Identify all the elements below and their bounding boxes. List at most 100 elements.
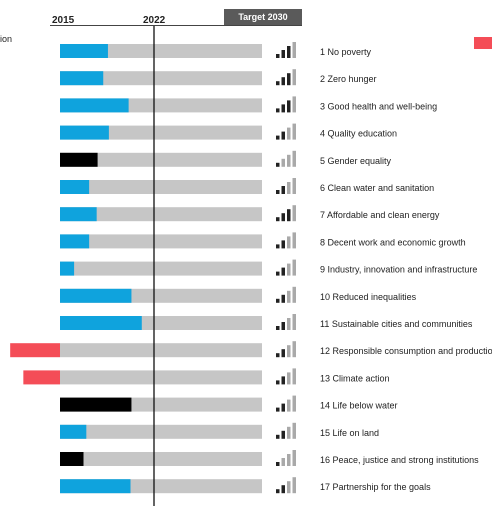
signal-icon-bar [287, 182, 291, 194]
signal-icon-bar [292, 314, 296, 330]
signal-icon-bar [287, 100, 291, 113]
progress-bar [60, 180, 90, 194]
signal-icon-bar [276, 353, 280, 358]
signal-icon-bar [287, 236, 291, 249]
signal-icon-bar [281, 50, 285, 58]
progress-bar [60, 397, 132, 412]
signal-icon-bar [276, 54, 280, 58]
progress-bar [60, 207, 97, 222]
signal-icon-bar [276, 434, 280, 439]
signal-icon-bar [292, 178, 296, 194]
progress-bar [60, 152, 98, 167]
signal-icon-bar [281, 485, 285, 494]
goal-label: 12 Responsible consumption and productio… [320, 346, 492, 356]
signal-icon-bar [281, 376, 285, 385]
progress-bar [60, 44, 108, 58]
signal-icon-bar [287, 481, 291, 494]
signal-icon-bar [281, 267, 285, 276]
signal-icon-bar [281, 349, 285, 358]
signal-icon-bar [281, 403, 285, 412]
track-bar [60, 71, 262, 86]
goal-label: 2 Zero hunger [320, 74, 377, 84]
goal-label: 17 Partnership for the goals [320, 482, 431, 492]
goal-label: 15 Life on land [320, 428, 379, 438]
goal-label: 14 Life below water [320, 401, 398, 411]
signal-icon-bar [281, 294, 285, 303]
signal-icon-bar [287, 290, 291, 303]
signal-icon-bar [292, 150, 296, 167]
progress-bar [60, 71, 104, 86]
track-bar [60, 452, 262, 466]
target-2030-label: Target 2030 [224, 9, 302, 26]
signal-icon-bar [276, 462, 280, 466]
progress-bar [60, 234, 90, 249]
signal-icon-bar [287, 318, 291, 330]
signal-icon-bar [276, 162, 280, 167]
goal-label: 10 Reduced inequalities [320, 292, 417, 302]
signal-icon-bar [276, 108, 280, 113]
signal-icon-bar [292, 205, 296, 222]
signal-icon-bar [292, 42, 296, 58]
progress-bar [60, 261, 75, 276]
signal-icon-bar [276, 244, 280, 249]
truncated-legend-text: ion [0, 34, 13, 44]
progress-bar [60, 98, 129, 113]
goal-label: 16 Peace, justice and strong institution… [320, 455, 479, 465]
signal-icon-bar [281, 240, 285, 249]
goal-label: 5 Gender equality [320, 156, 392, 166]
signal-icon-bar [276, 135, 280, 140]
track-bar [60, 44, 262, 58]
signal-icon-bar [292, 69, 296, 86]
signal-icon-bar [276, 217, 280, 222]
goal-label: 4 Quality education [320, 129, 397, 139]
signal-icon-bar [287, 73, 291, 86]
signal-icon-bar [281, 104, 285, 113]
signal-icon-bar [281, 430, 285, 439]
progress-bar [23, 370, 60, 385]
goal-label: 8 Decent work and economic growth [320, 237, 466, 247]
progress-bar [10, 343, 60, 358]
signal-icon-bar [292, 123, 296, 140]
progress-bar [60, 479, 131, 494]
progress-bar [60, 125, 109, 140]
signal-icon-bar [292, 368, 296, 385]
signal-icon-bar [287, 46, 291, 58]
goal-label: 9 Industry, innovation and infrastructur… [320, 265, 477, 275]
axis-label-2022: 2022 [143, 15, 166, 26]
goal-label: 13 Climate action [320, 373, 390, 383]
signal-icon-bar [276, 298, 280, 303]
signal-icon-bar [292, 232, 296, 249]
signal-icon-bar [276, 190, 280, 194]
signal-icon-bar [276, 271, 280, 276]
signal-icon-bar [292, 477, 296, 494]
goal-label: 1 No poverty [320, 47, 372, 57]
progress-bar [60, 288, 132, 303]
signal-icon-bar [287, 154, 291, 167]
legend-red-swatch [474, 37, 492, 49]
signal-icon-bar [287, 426, 291, 439]
signal-icon-bar [276, 380, 280, 385]
signal-icon-bar [276, 326, 280, 330]
goal-label: 11 Sustainable cities and communities [320, 319, 473, 329]
top-axis-rule [50, 25, 302, 26]
axis-label-2015: 2015 [52, 15, 75, 26]
signal-icon-bar [281, 186, 285, 194]
track-bar [60, 207, 262, 222]
track-bar [60, 343, 262, 358]
goal-label: 3 Good health and well-being [320, 101, 437, 111]
signal-icon-bar [281, 77, 285, 86]
signal-icon-bar [281, 458, 285, 466]
signal-icon-bar [281, 158, 285, 167]
goal-label: 7 Affordable and clean energy [320, 210, 440, 220]
signal-icon-bar [287, 399, 291, 412]
track-bar [60, 424, 262, 439]
signal-icon-bar [281, 213, 285, 222]
signal-icon-bar [287, 454, 291, 466]
track-bar [60, 370, 262, 385]
goal-label: 6 Clean water and sanitation [320, 183, 434, 193]
signal-icon-bar [292, 450, 296, 466]
signal-icon-bar [281, 322, 285, 330]
signal-icon-bar [281, 131, 285, 140]
progress-bar [60, 424, 87, 439]
